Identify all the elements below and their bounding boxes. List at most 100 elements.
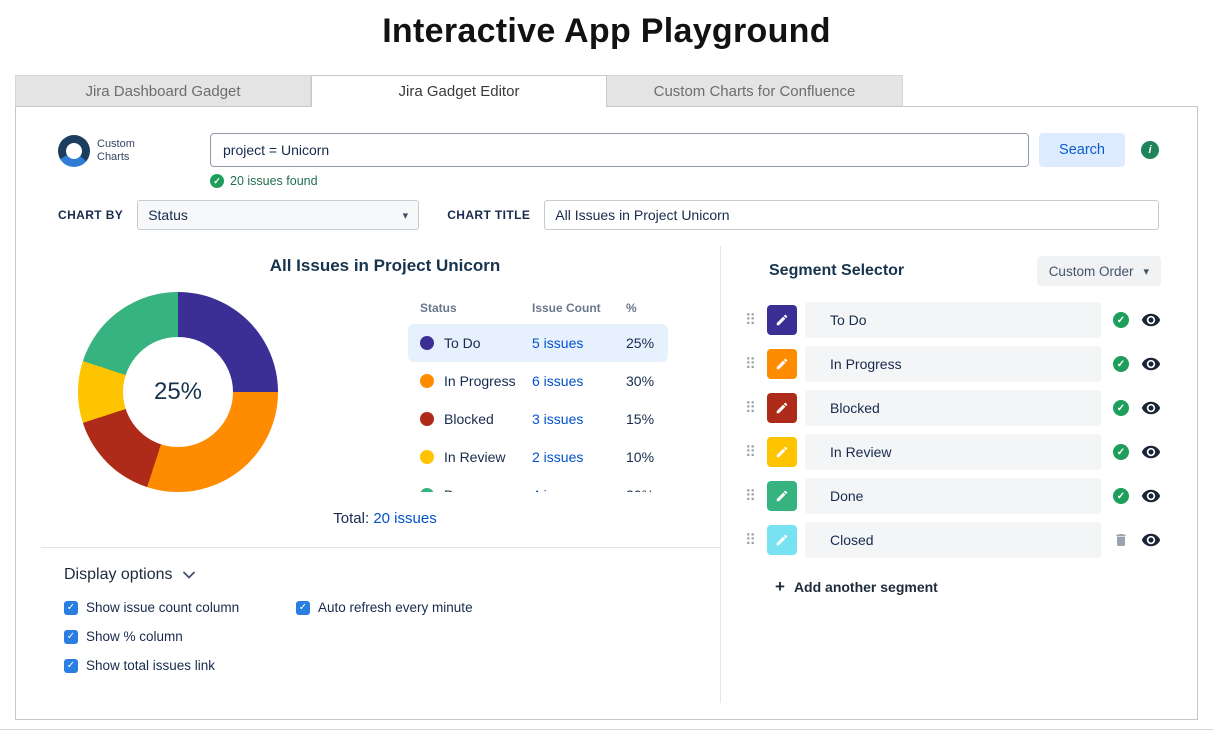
total-issues-link[interactable]: 20 issues <box>373 510 437 527</box>
segment-color-picker[interactable] <box>767 481 797 511</box>
segment-name[interactable]: Closed <box>805 522 1101 558</box>
segment-row-actions: ✓ <box>1113 354 1161 374</box>
segment-name[interactable]: To Do <box>805 302 1101 338</box>
jql-search-input[interactable] <box>210 133 1030 167</box>
segment-valid-icon: ✓ <box>1113 312 1129 328</box>
legend-pct: 15% <box>626 411 655 427</box>
display-options-title: Display options <box>64 566 173 583</box>
segment-color-picker[interactable] <box>767 349 797 379</box>
drag-handle-icon[interactable]: ⠿ <box>745 532 756 549</box>
chevron-down-icon <box>182 571 195 579</box>
checkbox-checked-icon[interactable]: ✓ <box>64 600 78 615</box>
segment-row-actions: ✓ <box>1113 398 1161 418</box>
legend-row-blocked[interactable]: Blocked 3 issues 15% <box>408 400 668 438</box>
search-button[interactable]: Search <box>1039 133 1125 167</box>
chart-by-dropdown[interactable]: Status ▾ <box>137 200 420 230</box>
success-check-icon: ✓ <box>210 174 224 188</box>
status-color-dot <box>420 488 434 492</box>
legend-row-done[interactable]: Done 4 issues 20% <box>408 476 668 492</box>
pen-icon <box>776 402 788 414</box>
chart-title-input[interactable] <box>544 200 1159 230</box>
pen-icon <box>776 358 788 370</box>
checkbox-checked-icon[interactable]: ✓ <box>64 629 78 644</box>
checkbox-checked-icon[interactable]: ✓ <box>296 600 310 615</box>
eye-icon[interactable] <box>1141 530 1161 550</box>
display-options-section: Display options ✓ Show issue count colum… <box>16 566 720 673</box>
drag-handle-icon[interactable]: ⠿ <box>745 312 756 329</box>
segment-order-dropdown[interactable]: Custom Order ▾ <box>1036 256 1161 286</box>
legend-name: Done <box>420 487 532 492</box>
segment-color-picker[interactable] <box>767 525 797 555</box>
drag-handle-icon[interactable]: ⠿ <box>745 400 756 417</box>
donut-center-label: 25% <box>153 378 203 405</box>
eye-icon[interactable] <box>1141 486 1161 506</box>
info-icon[interactable]: i <box>1141 141 1159 159</box>
issue-count-link[interactable]: 3 issues <box>532 411 584 427</box>
issue-count-link[interactable]: 4 issues <box>532 487 626 492</box>
add-segment-button[interactable]: + Add another segment <box>775 577 938 596</box>
segment-row-done: ⠿ Done ✓ <box>745 478 1161 514</box>
status-color-dot <box>420 374 434 388</box>
display-options-toggle[interactable]: Display options <box>64 566 195 584</box>
segment-name[interactable]: In Progress <box>805 346 1101 382</box>
chart-title-label: CHART TITLE <box>447 208 531 222</box>
segment-valid-icon: ✓ <box>1113 488 1129 504</box>
segment-color-picker[interactable] <box>767 305 797 335</box>
option-show-total-issues-link[interactable]: ✓ Show total issues link <box>64 658 296 673</box>
segment-name[interactable]: Blocked <box>805 390 1101 426</box>
chart-heading: All Issues in Project Unicorn <box>269 256 501 275</box>
donut-chart-wrap: 25% <box>78 292 278 492</box>
legend-name: Blocked <box>420 411 532 427</box>
status-color-dot <box>420 450 434 464</box>
legend-pct: 10% <box>626 449 655 465</box>
search-toolbar: Custom Charts ✓ 20 issues found Search i <box>16 133 1197 188</box>
segment-row-in-review: ⠿ In Review ✓ <box>745 434 1161 470</box>
tab-bar: Jira Dashboard Gadget Jira Gadget Editor… <box>15 75 1213 107</box>
display-options-grid: ✓ Show issue count column ✓ Auto refresh… <box>64 600 720 673</box>
issue-count-link[interactable]: 5 issues <box>532 335 584 351</box>
chart-controls-row: CHART BY Status ▾ CHART TITLE <box>16 200 1197 230</box>
legend-row-in-review[interactable]: In Review 2 issues 10% <box>408 438 668 476</box>
trash-icon[interactable] <box>1113 532 1129 548</box>
option-show-pct-column[interactable]: ✓ Show % column <box>64 629 296 644</box>
content-row: All Issues in Project Unicorn 25% Status… <box>16 246 1197 703</box>
legend-row-in-progress[interactable]: In Progress 6 issues 30% <box>408 362 668 400</box>
drag-handle-icon[interactable]: ⠿ <box>745 488 756 505</box>
segment-name[interactable]: Done <box>805 478 1101 514</box>
chart-preview-panel: All Issues in Project Unicorn 25% Status… <box>16 246 721 703</box>
segment-color-picker[interactable] <box>767 393 797 423</box>
tab-jira-gadget-editor[interactable]: Jira Gadget Editor <box>311 75 607 107</box>
segment-name[interactable]: In Review <box>805 434 1101 470</box>
option-auto-refresh[interactable]: ✓ Auto refresh every minute <box>296 600 720 615</box>
drag-handle-icon[interactable]: ⠿ <box>745 356 756 373</box>
eye-icon[interactable] <box>1141 354 1161 374</box>
pen-icon <box>776 490 788 502</box>
legend-row-todo[interactable]: To Do 5 issues 25% <box>408 324 668 362</box>
drag-handle-icon[interactable]: ⠿ <box>745 444 756 461</box>
status-color-dot <box>420 336 434 350</box>
total-label: Total: <box>333 510 370 527</box>
segment-selector-title: Segment Selector <box>769 262 905 279</box>
eye-icon[interactable] <box>1141 398 1161 418</box>
donut-hole <box>123 337 233 447</box>
tab-custom-charts-confluence[interactable]: Custom Charts for Confluence <box>607 75 903 107</box>
checkbox-checked-icon[interactable]: ✓ <box>64 658 78 673</box>
plus-icon: + <box>775 577 785 596</box>
segment-valid-icon: ✓ <box>1113 400 1129 416</box>
segment-row-actions: ✓ <box>1113 486 1161 506</box>
tab-jira-dashboard-gadget[interactable]: Jira Dashboard Gadget <box>15 75 311 107</box>
divider <box>41 547 720 548</box>
option-show-issue-count-column[interactable]: ✓ Show issue count column <box>64 600 296 615</box>
eye-icon[interactable] <box>1141 442 1161 462</box>
legend-table: Status Issue Count % To Do 5 issues 25% <box>408 292 668 492</box>
segment-selector-header: Segment Selector Custom Order ▾ <box>745 256 1161 286</box>
segment-color-picker[interactable] <box>767 437 797 467</box>
segment-row-actions <box>1113 530 1161 550</box>
total-issues: Total: 20 issues <box>16 510 720 527</box>
segment-row-actions: ✓ <box>1113 310 1161 330</box>
issue-count-link[interactable]: 6 issues <box>532 373 584 389</box>
eye-icon[interactable] <box>1141 310 1161 330</box>
pen-icon <box>776 534 788 546</box>
issue-count-link[interactable]: 2 issues <box>532 449 584 465</box>
app-playground: Interactive App Playground Jira Dashboar… <box>0 12 1213 730</box>
